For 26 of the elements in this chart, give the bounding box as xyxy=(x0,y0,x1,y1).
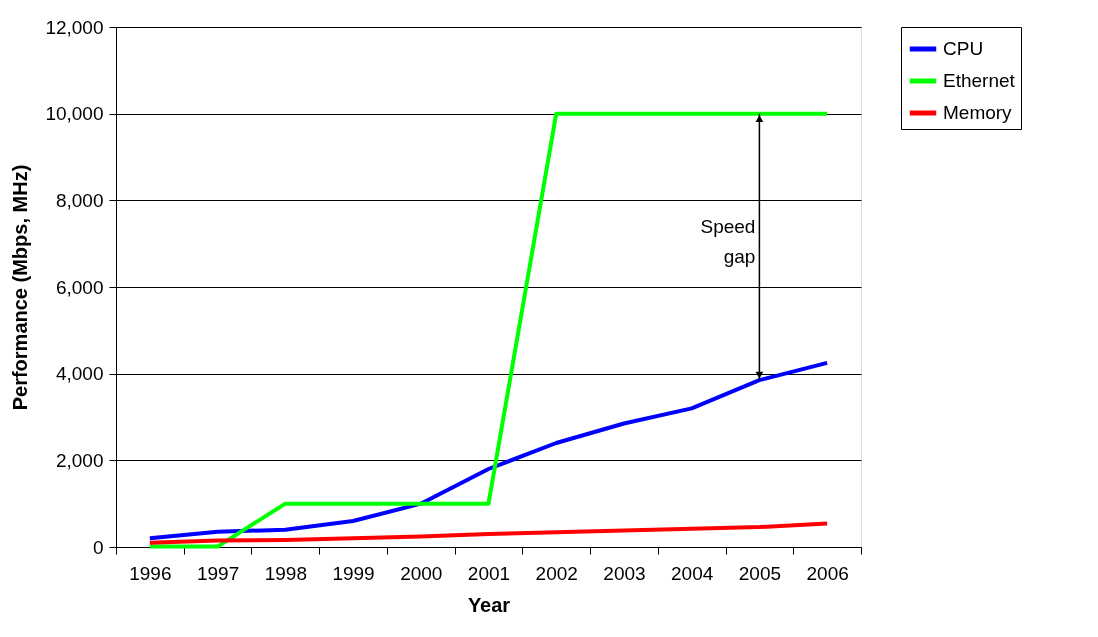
line-series xyxy=(147,521,830,545)
y-tick-label: 2,000 xyxy=(55,449,104,471)
x-axis-title: Year xyxy=(467,593,511,616)
x-tick-label: 1999 xyxy=(332,562,375,584)
y-tick-label: 6,000 xyxy=(55,276,104,298)
x-tick-label: 2006 xyxy=(806,562,849,584)
x-tick-label: 2003 xyxy=(603,562,646,584)
legend-label: Ethernet xyxy=(943,70,1016,91)
legend-label: Memory xyxy=(943,102,1013,123)
y-axis-title: Performance (Mbps, MHz) xyxy=(9,164,32,411)
x-tick-label: 2004 xyxy=(671,562,714,584)
y-tick-label: 12,000 xyxy=(45,16,104,38)
x-tick-label: 1997 xyxy=(196,562,240,584)
x-tick-label: 2001 xyxy=(467,562,511,584)
x-tick-label: 2005 xyxy=(738,562,782,584)
x-tick-label: 2000 xyxy=(400,562,443,584)
x-tick-label: 1998 xyxy=(264,562,307,584)
legend-label: CPU xyxy=(943,38,984,59)
y-tick-label: 0 xyxy=(92,536,104,558)
y-tick-label: 4,000 xyxy=(55,363,104,385)
y-tick-label: 8,000 xyxy=(55,189,104,211)
annotation: Speed gap xyxy=(700,216,756,267)
line-series xyxy=(147,360,830,541)
x-tick-label: 2002 xyxy=(535,562,578,584)
x-tick-label: 1996 xyxy=(129,562,172,584)
y-tick-label: 10,000 xyxy=(45,103,104,125)
